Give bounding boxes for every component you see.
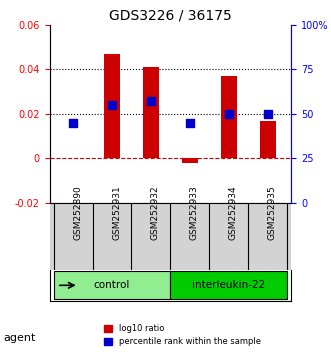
Point [226, 111, 232, 117]
Text: control: control [94, 280, 130, 290]
Text: interleukin-22: interleukin-22 [192, 280, 265, 290]
Text: GSM252932: GSM252932 [151, 185, 160, 240]
Point [148, 98, 154, 104]
Point [265, 111, 270, 117]
Point [109, 102, 115, 108]
FancyBboxPatch shape [54, 271, 170, 299]
Bar [221, 76, 237, 158]
Text: agent: agent [3, 333, 36, 343]
Point [187, 120, 193, 126]
Title: GDS3226 / 36175: GDS3226 / 36175 [109, 8, 232, 22]
Text: GSM252934: GSM252934 [229, 185, 238, 240]
Text: GSM252890: GSM252890 [73, 185, 82, 240]
Text: GSM252933: GSM252933 [190, 185, 199, 240]
Point [71, 120, 76, 126]
Bar [260, 120, 276, 158]
Text: GSM252935: GSM252935 [268, 185, 277, 240]
Bar [143, 67, 159, 158]
Legend: log10 ratio, percentile rank within the sample: log10 ratio, percentile rank within the … [100, 321, 264, 350]
Bar [104, 54, 120, 158]
Text: GSM252931: GSM252931 [112, 185, 121, 240]
FancyBboxPatch shape [170, 271, 287, 299]
Bar [182, 158, 198, 163]
